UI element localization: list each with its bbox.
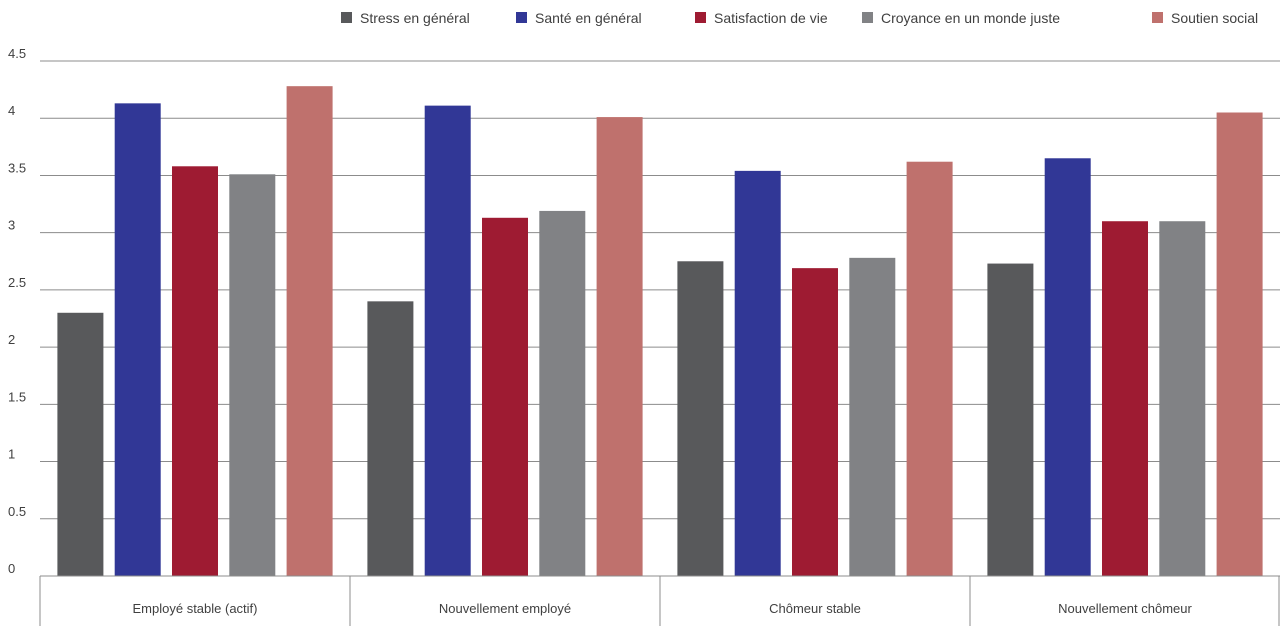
x-category-label: Nouvellement employé	[439, 601, 571, 616]
bar	[229, 174, 276, 577]
bar	[367, 301, 414, 576]
legend: Stress en général Santé en général Satisfa…	[341, 10, 1258, 26]
legend-swatch	[695, 12, 706, 23]
gridlines	[40, 60, 1280, 577]
y-tick-label: 2.5	[8, 275, 26, 290]
y-tick-label: 0.5	[8, 504, 26, 519]
y-tick-label: 4.5	[8, 46, 26, 61]
legend-swatch	[341, 12, 352, 23]
bar	[286, 86, 333, 576]
bar	[482, 217, 528, 577]
y-tick-label: 4	[8, 103, 15, 118]
bar	[114, 103, 161, 576]
y-tick-label: 3.5	[8, 160, 26, 175]
x-category-label: Nouvellement chômeur	[1058, 601, 1192, 616]
legend-item: Stress en général	[341, 10, 470, 26]
y-tick-label: 3	[8, 218, 15, 233]
legend-item: Satisfaction de vie	[695, 10, 828, 26]
x-category-label: Chômeur stable	[769, 601, 861, 616]
y-tick-label: 1	[8, 447, 15, 462]
bar	[596, 117, 643, 577]
legend-label: Stress en général	[360, 10, 470, 26]
bar	[57, 312, 104, 576]
bar	[677, 261, 724, 576]
legend-label: Santé en général	[535, 10, 642, 26]
bar	[734, 170, 781, 576]
legend-swatch	[1152, 12, 1163, 23]
x-category-label: Employé stable (actif)	[133, 601, 258, 616]
bar	[539, 210, 586, 576]
bar	[1044, 158, 1091, 576]
bar	[1216, 112, 1263, 576]
legend-item: Croyance en un monde juste	[862, 10, 1060, 26]
y-tick-label: 0	[8, 561, 15, 576]
bar	[792, 268, 838, 576]
legend-label: Satisfaction de vie	[714, 10, 828, 26]
bar	[906, 161, 953, 576]
legend-item: Soutien social	[1152, 10, 1258, 26]
bars	[57, 86, 1263, 577]
bar	[1159, 221, 1206, 576]
y-tick-label: 2	[8, 332, 15, 347]
legend-swatch	[516, 12, 527, 23]
legend-swatch	[862, 12, 873, 23]
bar	[172, 166, 218, 577]
legend-label: Croyance en un monde juste	[881, 10, 1060, 26]
bar	[1102, 221, 1148, 576]
axes: 0 0.5 1 1.5 2 2.5 3 3.5 4 4.5 Employé stable (acti…	[8, 46, 1280, 626]
bar	[849, 257, 896, 576]
y-tick-label: 1.5	[8, 389, 26, 404]
legend-label: Soutien social	[1171, 10, 1258, 26]
bar	[424, 105, 471, 576]
bar	[987, 263, 1034, 576]
legend-item: Santé en général	[516, 10, 642, 26]
